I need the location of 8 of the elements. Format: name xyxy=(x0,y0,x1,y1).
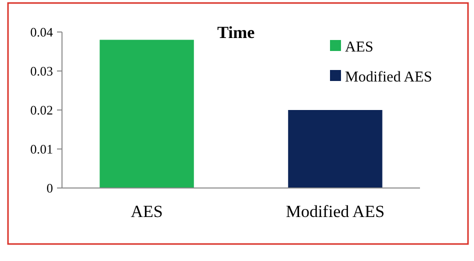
y-tick-label: 0.03 xyxy=(30,64,53,79)
legend-label: AES xyxy=(345,39,374,56)
y-tick-label: 0.01 xyxy=(30,142,53,157)
y-tick-label: 0.02 xyxy=(30,102,53,118)
chart-title: Time xyxy=(217,23,256,42)
y-tick-label: 0.04 xyxy=(30,24,54,40)
legend-label: Modified AES xyxy=(345,69,432,86)
y-tick-label: 0 xyxy=(46,180,53,196)
